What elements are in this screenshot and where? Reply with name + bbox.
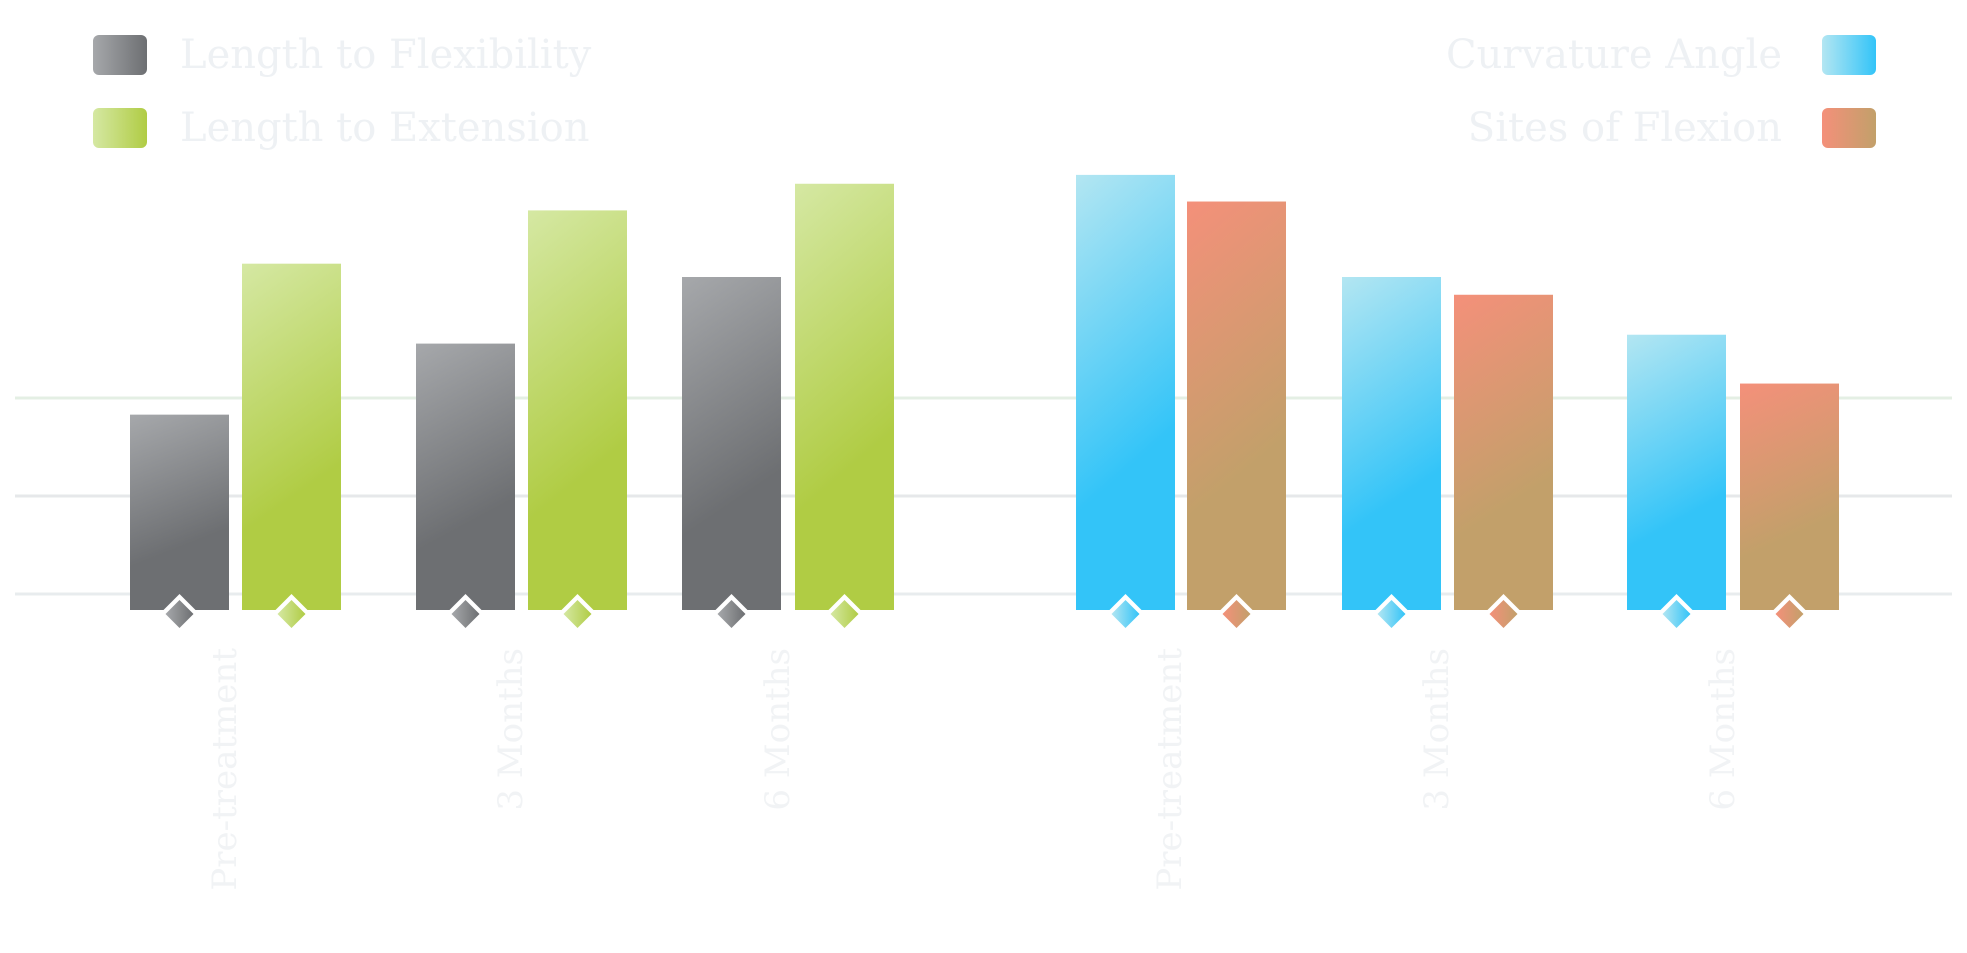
bar-markers [159, 594, 1810, 634]
legend-swatch [1822, 35, 1876, 75]
marker-diamond [1377, 600, 1406, 628]
legend-label: Curvature Angle [1446, 32, 1782, 78]
marker-diamond [277, 600, 306, 628]
legend-label: Sites of Flexion [1468, 105, 1782, 151]
x-tick-label: Pre-treatment [205, 648, 245, 891]
x-tick-label: Pre-treatment [1150, 648, 1190, 891]
legend-label: Length to Extension [180, 105, 589, 151]
marker-diamond [717, 600, 746, 628]
x-tick-labels: Pre-treatment 3 Months 6 Months Pre-treatme… [205, 648, 1743, 891]
marker-diamond [1222, 600, 1251, 628]
x-tick-label: 3 Months [1417, 648, 1457, 811]
x-tick-label: 3 Months [491, 648, 531, 811]
x-tick-label: 6 Months [758, 648, 798, 811]
bar-length-to-flexibility-1 [416, 343, 515, 610]
legend: Length to Flexibility Length to Extension… [93, 32, 1876, 151]
marker-diamond [451, 600, 480, 628]
x-tick-label: 6 Months [1703, 648, 1743, 811]
marker-diamond [1489, 600, 1518, 628]
bar-length-to-extension-0 [242, 263, 341, 610]
marker-diamond [1111, 600, 1140, 628]
bar-length-to-extension-1 [528, 210, 627, 610]
bar-length-to-extension-2 [795, 183, 894, 610]
marker-diamond [1662, 600, 1691, 628]
marker-diamond [1775, 600, 1804, 628]
legend-label: Length to Flexibility [180, 32, 592, 78]
bar-curvature-angle-0 [1076, 174, 1175, 610]
legend-swatch [93, 108, 147, 148]
marker-diamond [563, 600, 592, 628]
bar-sites-of-flexion-1 [1454, 294, 1553, 610]
legend-swatch [93, 35, 147, 75]
legend-swatch [1822, 108, 1876, 148]
marker-diamond [830, 600, 859, 628]
bar-curvature-angle-2 [1627, 334, 1726, 610]
bar-sites-of-flexion-2 [1740, 383, 1839, 610]
bar-length-to-flexibility-0 [130, 414, 229, 610]
marker-diamond [165, 600, 194, 628]
bar-series [130, 174, 1839, 610]
bar-curvature-angle-1 [1342, 277, 1441, 610]
bar-sites-of-flexion-0 [1187, 201, 1286, 610]
bar-length-to-flexibility-2 [682, 277, 781, 610]
